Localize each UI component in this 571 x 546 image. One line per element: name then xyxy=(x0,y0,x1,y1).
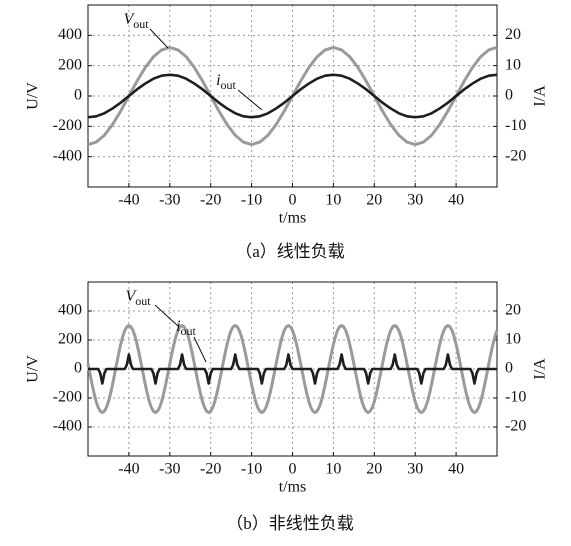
y2-tick-label: 0 xyxy=(505,87,513,104)
series-label-sub: out xyxy=(133,17,149,31)
annotation-leader xyxy=(237,89,263,111)
y-tick-label: 200 xyxy=(58,56,82,73)
y2-tick-label: 10 xyxy=(505,56,521,73)
y2-tick-label: 20 xyxy=(505,302,521,319)
annotation-leader xyxy=(154,304,179,327)
x-tick-label: 10 xyxy=(325,192,341,209)
y-tick-label: -400 xyxy=(53,147,82,164)
annotation-leader xyxy=(149,28,169,49)
y2-tick-label: -10 xyxy=(505,389,526,406)
x-tick-label: -30 xyxy=(159,192,180,209)
y-tick-label: 400 xyxy=(58,302,82,319)
x-axis-title: t/ms xyxy=(279,479,307,496)
y-tick-label: 200 xyxy=(58,331,82,348)
y-axis-title: U/V xyxy=(25,82,42,110)
y2-axis-title: I/A xyxy=(532,358,549,380)
y-tick-label: 0 xyxy=(74,87,82,104)
x-tick-label: -10 xyxy=(241,461,262,478)
y-axis-title: U/V xyxy=(25,355,42,383)
y-tick-label: 400 xyxy=(58,26,82,43)
series-label-main: V xyxy=(125,288,137,305)
caption: （a）线性负载 xyxy=(235,242,345,261)
x-tick-label: 30 xyxy=(407,192,423,209)
x-tick-label: -30 xyxy=(159,461,180,478)
y-tick-label: -400 xyxy=(53,418,82,435)
x-tick-label: -10 xyxy=(241,192,262,209)
y2-tick-label: -10 xyxy=(505,117,526,134)
x-tick-label: 20 xyxy=(366,461,382,478)
series-line xyxy=(86,324,499,414)
y-tick-label: 0 xyxy=(74,360,82,377)
x-tick-label: -20 xyxy=(200,461,221,478)
series-label-main: i xyxy=(216,72,220,89)
series-label-main: i xyxy=(176,318,180,335)
series-label: iout xyxy=(216,72,236,92)
x-tick-label: 40 xyxy=(448,192,464,209)
x-tick-label: 10 xyxy=(325,461,341,478)
x-tick-label: 20 xyxy=(366,192,382,209)
y-tick-label: -200 xyxy=(53,389,82,406)
x-axis-title: t/ms xyxy=(279,210,307,227)
series-label-main: V xyxy=(123,11,135,28)
annotation-leader xyxy=(193,336,207,363)
y-tick-label: -200 xyxy=(53,117,82,134)
x-tick-label: -40 xyxy=(118,461,139,478)
series-line xyxy=(87,73,498,119)
caption: （b）非线性负载 xyxy=(226,514,354,533)
series-label-sub: out xyxy=(135,294,151,308)
y2-tick-label: 20 xyxy=(505,26,521,43)
series-label: iout xyxy=(176,318,196,338)
x-tick-label: 30 xyxy=(407,461,423,478)
y2-tick-label: 10 xyxy=(505,331,521,348)
x-tick-label: 40 xyxy=(448,461,464,478)
x-tick-label: 0 xyxy=(289,192,297,209)
series-label-sub: out xyxy=(221,78,237,92)
y2-tick-label: -20 xyxy=(505,147,526,164)
x-tick-label: 0 xyxy=(289,461,297,478)
series-line xyxy=(88,353,497,385)
plot-frame xyxy=(87,4,498,188)
y2-tick-label: -20 xyxy=(505,418,526,435)
x-tick-label: -20 xyxy=(200,192,221,209)
x-tick-label: -40 xyxy=(118,192,139,209)
series-label: Vout xyxy=(125,288,151,308)
series-label-sub: out xyxy=(181,324,197,338)
y2-axis-title: I/A xyxy=(532,85,549,107)
y2-tick-label: 0 xyxy=(505,360,513,377)
series-label: Vout xyxy=(123,11,149,31)
